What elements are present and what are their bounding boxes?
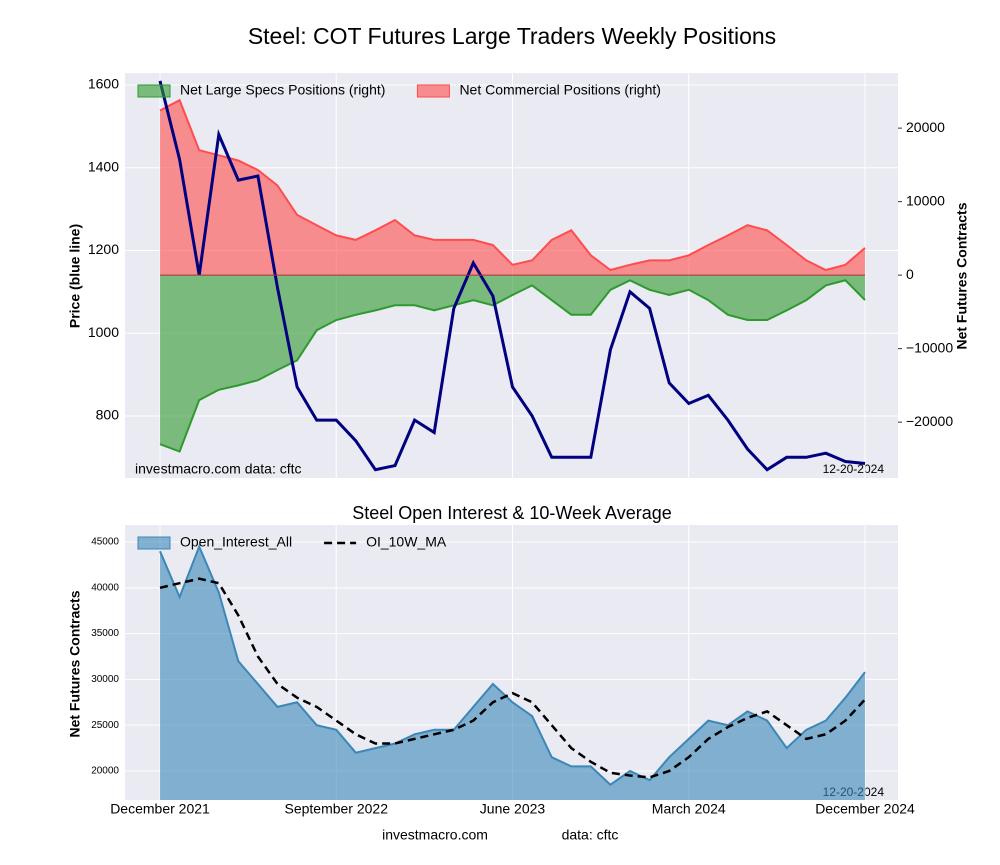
x-tick-label: June 2023	[480, 801, 546, 817]
footer: investmacro.com	[382, 827, 488, 843]
y-label: Net Futures Contracts	[67, 590, 83, 737]
y-tick-label: 30000	[91, 674, 119, 685]
legend-swatch	[137, 84, 171, 98]
subplot-title: Steel Open Interest & 10-Week Average	[352, 503, 672, 523]
legend-label: Net Commercial Positions (right)	[459, 82, 661, 98]
y-tick-label: 40000	[91, 582, 119, 593]
x-tick-label: March 2024	[652, 801, 726, 817]
area-edge	[159, 279, 866, 453]
line	[159, 577, 866, 779]
legend-swatch	[137, 536, 171, 550]
y-tick-label: 800	[96, 407, 120, 423]
y-tick-label: 20000	[91, 766, 119, 777]
y-tick-label: 1200	[88, 241, 119, 257]
line	[158, 80, 866, 472]
legend-label: Open_Interest_All	[180, 534, 292, 550]
x-tick-label: September 2022	[284, 801, 388, 817]
area-edge	[159, 543, 866, 786]
y2-tick-label: 10000	[906, 192, 945, 208]
annotation: investmacro.com data: cftc	[135, 461, 302, 477]
y-tick-label: 25000	[91, 720, 119, 731]
footer: data: cftc	[562, 827, 619, 843]
y-tick-label: 35000	[91, 628, 119, 639]
area	[160, 546, 865, 800]
area	[160, 100, 865, 276]
y-tick-label: 1400	[88, 158, 119, 174]
annotation: 12-20-2024	[823, 462, 885, 476]
y-label: Price (blue line)	[67, 224, 83, 328]
y2-tick-label: −10000	[906, 339, 953, 355]
x-tick-label: December 2021	[110, 801, 210, 817]
y-tick-label: 1000	[88, 324, 119, 340]
area-edge	[159, 98, 866, 272]
legend-label: Net Large Specs Positions (right)	[180, 82, 385, 98]
y-tick-label: 1600	[88, 76, 119, 92]
y2-tick-label: 20000	[906, 119, 945, 135]
legend-swatch	[416, 84, 450, 98]
y2-tick-label: −20000	[906, 413, 953, 429]
legend-label: OI_10W_MA	[366, 534, 447, 550]
y2-tick-label: 0	[906, 266, 914, 282]
chart-title: Steel: COT Futures Large Traders Weekly …	[248, 23, 776, 49]
y2-label: Net Futures Contracts	[954, 202, 970, 349]
y-tick-label: 45000	[91, 537, 119, 548]
x-tick-label: December 2024	[815, 801, 915, 817]
